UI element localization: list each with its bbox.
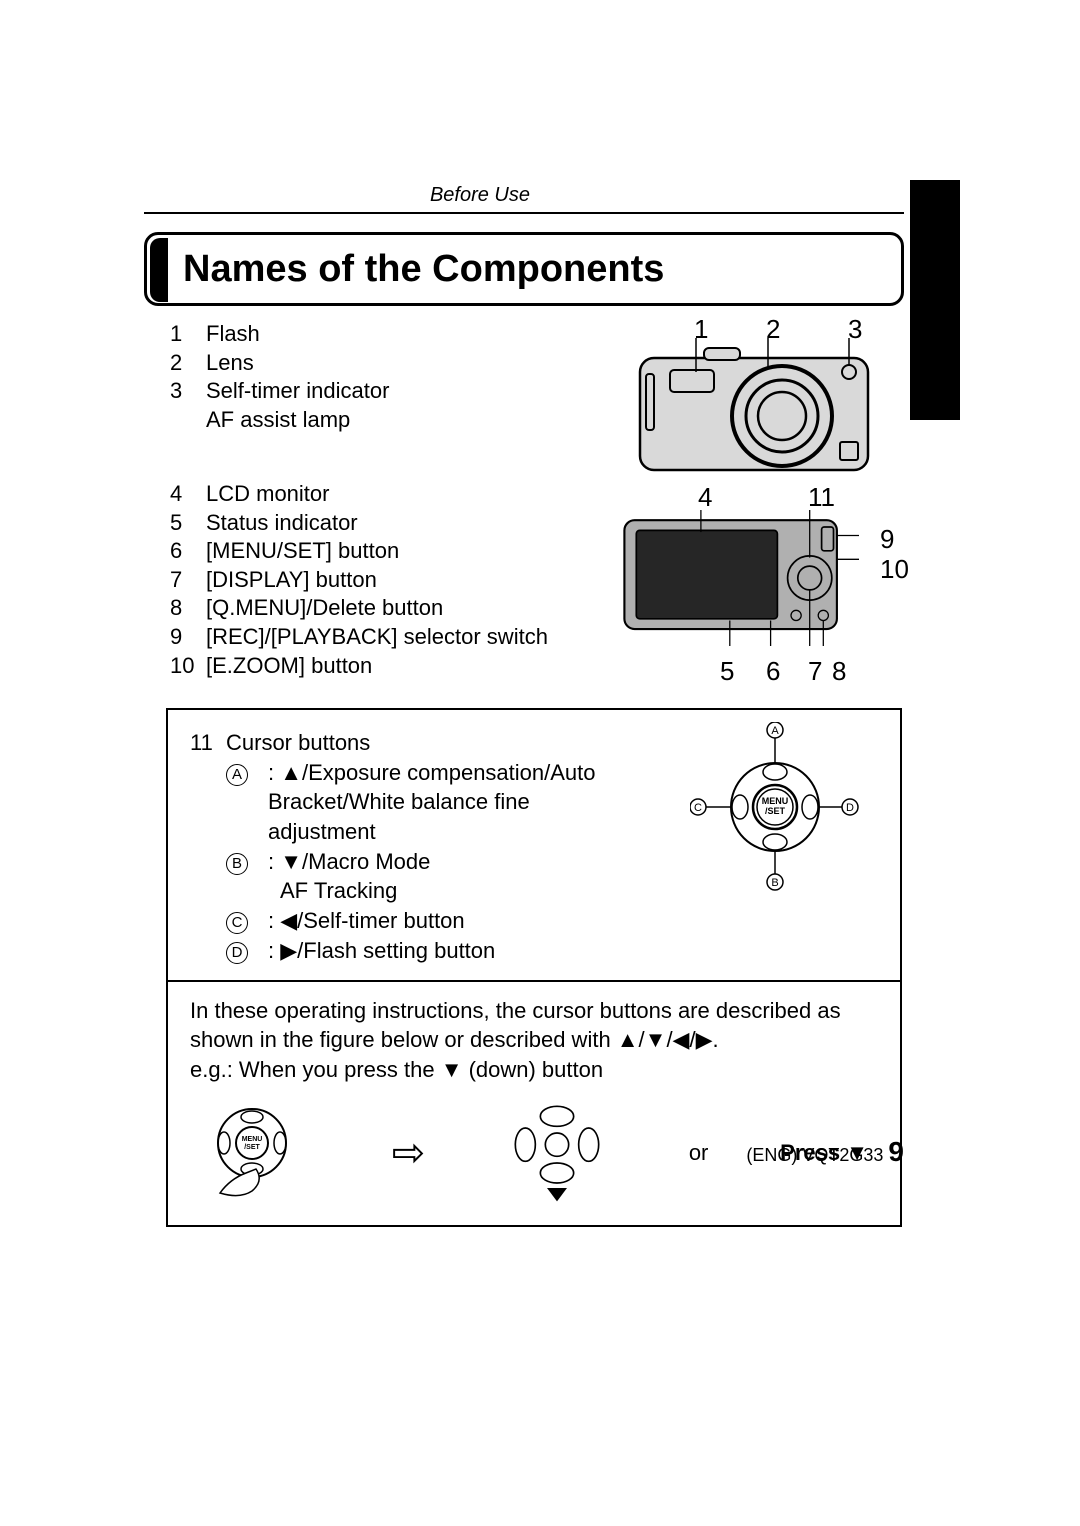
list-item: 9[REC]/[PLAYBACK] selector switch [170, 623, 548, 652]
svg-text:B: B [771, 877, 778, 889]
item-label: Cursor buttons [226, 728, 370, 758]
page-footer: (ENG) VQT2G33 9 [144, 1136, 904, 1168]
item-number: 11 [190, 728, 226, 758]
item-label: [Q.MENU]/Delete button [206, 594, 443, 623]
item-number: 7 [170, 566, 206, 595]
footer-code: (ENG) VQT2G33 [746, 1145, 883, 1165]
callout-8: 8 [832, 656, 846, 687]
item-label: LCD monitor [206, 480, 329, 509]
list-item: 7[DISPLAY] button [170, 566, 548, 595]
instructions-line2: e.g.: When you press the ▼ (down) button [190, 1055, 878, 1085]
item-label: Lens [206, 349, 254, 378]
item-number: 10 [170, 652, 206, 681]
svg-text:D: D [846, 802, 854, 814]
item-label: [DISPLAY] button [206, 566, 377, 595]
item-number: 5 [170, 509, 206, 538]
callout-11: 11 [808, 482, 835, 513]
item-label: [MENU/SET] button [206, 537, 399, 566]
circle-d-icon: D [226, 942, 248, 964]
svg-text:C: C [694, 802, 702, 814]
cursor-b-text: : ▼/Macro Mode [268, 847, 430, 877]
cursor-a-text: : ▲/Exposure compensation/Auto Bracket/W… [268, 758, 598, 847]
item-label: Flash [206, 320, 260, 349]
cursor-buttons-description: 11 Cursor buttons A : ▲/Exposure compens… [168, 710, 900, 982]
list-item: 2 Lens [170, 349, 389, 378]
cursor-d-text: : ▶/Flash setting button [268, 936, 495, 966]
list-item: 5Status indicator [170, 509, 548, 538]
svg-text:MENU: MENU [762, 796, 789, 806]
front-view-list: 1 Flash 2 Lens 3 Self-timer indicator AF… [170, 320, 389, 434]
camera-rear-illustration [620, 510, 860, 646]
item-label: Self-timer indicator [206, 377, 389, 406]
item-number: 2 [170, 349, 206, 378]
item-number: 4 [170, 480, 206, 509]
title-box: Names of the Components [144, 232, 904, 306]
instructions-line1: In these operating instructions, the cur… [190, 996, 878, 1055]
section-header: Before Use [430, 184, 530, 207]
item-label: [REC]/[PLAYBACK] selector switch [206, 623, 548, 652]
circle-c-icon: C [226, 912, 248, 934]
rear-view-list: 4LCD monitor 5Status indicator 6[MENU/SE… [170, 480, 548, 680]
callout-7: 7 [808, 656, 822, 687]
cursor-b-text2: AF Tracking [280, 876, 397, 906]
title-accent [150, 238, 168, 302]
circle-b-icon: B [226, 853, 248, 875]
rule [144, 212, 904, 214]
item-number: 6 [170, 537, 206, 566]
item-number: 8 [170, 594, 206, 623]
camera-front-illustration [634, 338, 874, 478]
list-item: 3 Self-timer indicator [170, 377, 389, 406]
dpad-diagram: MENU /SET A B C D [690, 722, 860, 892]
item-number: 9 [170, 623, 206, 652]
callout-10: 10 [880, 554, 909, 585]
item-label: Status indicator [206, 509, 358, 538]
callout-5: 5 [720, 656, 734, 687]
cursor-instructions: In these operating instructions, the cur… [168, 982, 900, 1225]
item-number: 3 [170, 377, 206, 406]
item-number: 1 [170, 320, 206, 349]
callout-4: 4 [698, 482, 712, 513]
list-item: 10[E.ZOOM] button [170, 652, 548, 681]
item-label: [E.ZOOM] button [206, 652, 372, 681]
side-tab [910, 180, 960, 420]
callout-9: 9 [880, 524, 894, 555]
list-item: 4LCD monitor [170, 480, 548, 509]
circle-a-icon: A [226, 764, 248, 786]
item-sublabel: AF assist lamp [206, 406, 389, 435]
cursor-sub-d: D : ▶/Flash setting button [226, 936, 878, 966]
page-title: Names of the Components [183, 248, 664, 291]
list-item: 1 Flash [170, 320, 389, 349]
cursor-sub-c: C : ◀/Self-timer button [226, 906, 878, 936]
list-item: 8[Q.MENU]/Delete button [170, 594, 548, 623]
list-item: 6[MENU/SET] button [170, 537, 548, 566]
svg-text:A: A [771, 725, 779, 737]
page-number: 9 [888, 1136, 904, 1167]
svg-text:/SET: /SET [765, 806, 786, 816]
callout-6: 6 [766, 656, 780, 687]
cursor-c-text: : ◀/Self-timer button [268, 906, 465, 936]
